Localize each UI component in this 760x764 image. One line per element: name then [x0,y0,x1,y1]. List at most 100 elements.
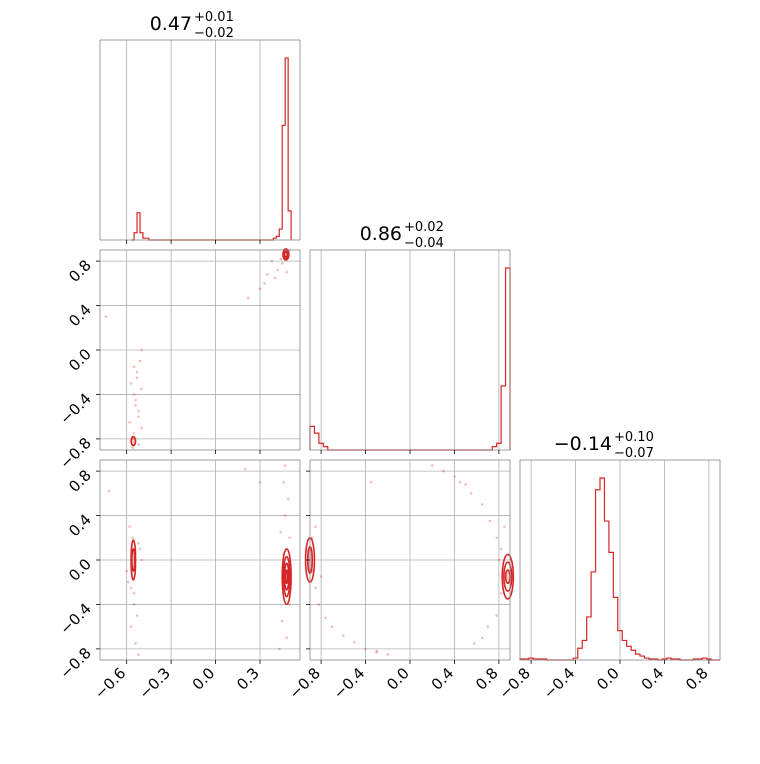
panel-0-1-point-8 [128,420,131,424]
panel-0-1-ytick-label-3: 0.4 [65,301,95,331]
panel-1-2-mode-1-level-0 [501,553,515,600]
panel-0-1-point-6 [138,359,142,363]
panel-0-2-point-17 [288,536,291,540]
hist-2-xtick-label-4: 0.8 [682,664,712,694]
panel-0-1-ytick-label-1: −0.4 [56,390,94,428]
panel-0-2-xtick-label-1: −0.3 [135,664,173,702]
panel-0-1-point-29 [140,387,143,391]
title-0-plus: +0.01 [194,10,234,25]
panel-0-2-point-20 [277,647,281,651]
panel-1-2-xtick-label-3: 0.4 [428,664,458,694]
title-2-minus: −0.07 [614,446,654,461]
panel-0-2-point-4 [134,642,137,645]
hist-0-step [131,57,292,241]
panel-1-2-point-16 [488,519,492,523]
panel-1-2-point-2 [324,616,327,620]
panel-0-2-point-3 [129,625,133,628]
panel-0-1-mode-0-level-2 [283,251,289,258]
panel-0-2-point-10 [283,514,287,517]
panel-1-2-mode-1-level-1 [503,561,513,592]
panel-0-1-point-13 [135,376,139,380]
hist-0-bars [131,57,292,241]
panel-1-2-xtick-label-2: 0.0 [383,664,413,694]
panel-0-2-point-19 [243,467,247,471]
title-2-value: −0.14 [554,433,612,455]
panel-0-2-point-1 [132,592,136,595]
panel-0-2-point-21 [283,464,287,467]
panel-0-1-point-9 [140,426,143,430]
panel-1-2-point-17 [495,536,498,540]
panel-0-1-point-19 [276,268,280,272]
panel-1-2-mode-1-level-2 [504,569,511,585]
panel-0-2-point-9 [126,580,130,584]
panel-0-2-point-23 [125,569,128,573]
panel-0-2-point-25 [137,542,140,545]
panel-1-2-point-13 [458,480,462,484]
panel-0-2-ytick-label-2: 0.0 [65,555,95,585]
panel-0-2-point-5 [137,653,140,656]
panel-0-2-point-6 [128,525,131,528]
panel-0-1-point-14 [140,348,143,352]
panel-0-2-point-7 [138,547,142,551]
panel-0-2-point-11 [286,497,290,501]
panel-0-2-point-26 [129,586,133,590]
panel-0-2-xtick-label-0: −0.6 [91,664,129,702]
title-1-minus: −0.04 [404,236,444,251]
panel-1-2-point-19 [499,592,503,595]
panel-1-2-point-30 [375,649,378,653]
panel-0-2-mode-1-level-3 [284,569,289,585]
panel-1-2-point-7 [375,650,378,654]
panel-1-2-point-24 [473,642,476,645]
panel-0-1-point-23 [279,257,283,261]
panel-0-1-point-15 [104,315,108,318]
panel-1-2-xtick-label-0: −0.8 [285,664,323,702]
hist-2-xtick-label-0: −0.8 [495,664,533,702]
panel-0-2-point-2 [135,614,139,617]
panel-0-2-ytick-label-1: −0.4 [56,600,94,638]
panel-0-2-point-15 [288,603,291,606]
panel-0-2-contours [130,539,292,606]
panel-1-2-point-25 [464,483,467,486]
panel-1-2-scatter [310,464,506,656]
panel-1-2-point-1 [317,603,321,606]
panel-0-1-point-5 [135,370,139,374]
panel-0-1-point-11 [131,446,134,450]
panel-0-1-point-18 [273,276,277,280]
panel-0-1-ytick-label-4: 0.8 [65,256,95,286]
panel-1-2-point-28 [499,547,503,551]
panel-0-2-mode-0-level-1 [131,548,136,572]
panel-0-2-point-12 [282,480,286,484]
panel-0-1-point-25 [285,270,288,274]
panel-1-2-point-5 [353,640,356,644]
panel-0-1-point-20 [270,259,274,263]
hist-2-xtick-label-2: 0.0 [593,664,623,694]
panel-1-2-point-8 [386,653,390,656]
panel-0-1-point-3 [134,404,137,407]
panel-1-2-point-14 [469,492,473,495]
panel-1-2-point-10 [314,525,317,528]
panel-1-2-point-21 [486,625,490,628]
panel-0-1-scatter [104,248,291,450]
panel-0-1-point-28 [137,409,140,413]
panel-0-2-mode-1-level-1 [282,555,291,598]
panel-0-1-point-17 [258,287,262,291]
panel-0-1-point-12 [134,398,137,402]
panel-0-1-point-26 [263,282,266,285]
panel-0-2-xtick-label-3: 0.3 [233,664,263,694]
panel-1-2-point-11 [319,575,323,578]
panel-0-1-point-4 [129,382,133,385]
panel-1-2-point-23 [453,475,456,478]
panel-1-2-point-27 [480,636,484,640]
panel-0-1-point-16 [246,296,250,300]
hist-2-xtick-label-1: −0.4 [540,664,578,702]
panel-1-2-point-22 [503,525,506,528]
panel-0-1-point-2 [137,415,140,418]
panel-1-2-point-15 [480,503,484,506]
panel-0-2-point-0 [131,536,134,540]
panel-0-1-contours [130,248,290,447]
panel-0-1-mode-1-level-0 [130,435,137,447]
panel-0-1-point-10 [137,443,140,446]
title-1-value: 0.86 [360,223,402,245]
